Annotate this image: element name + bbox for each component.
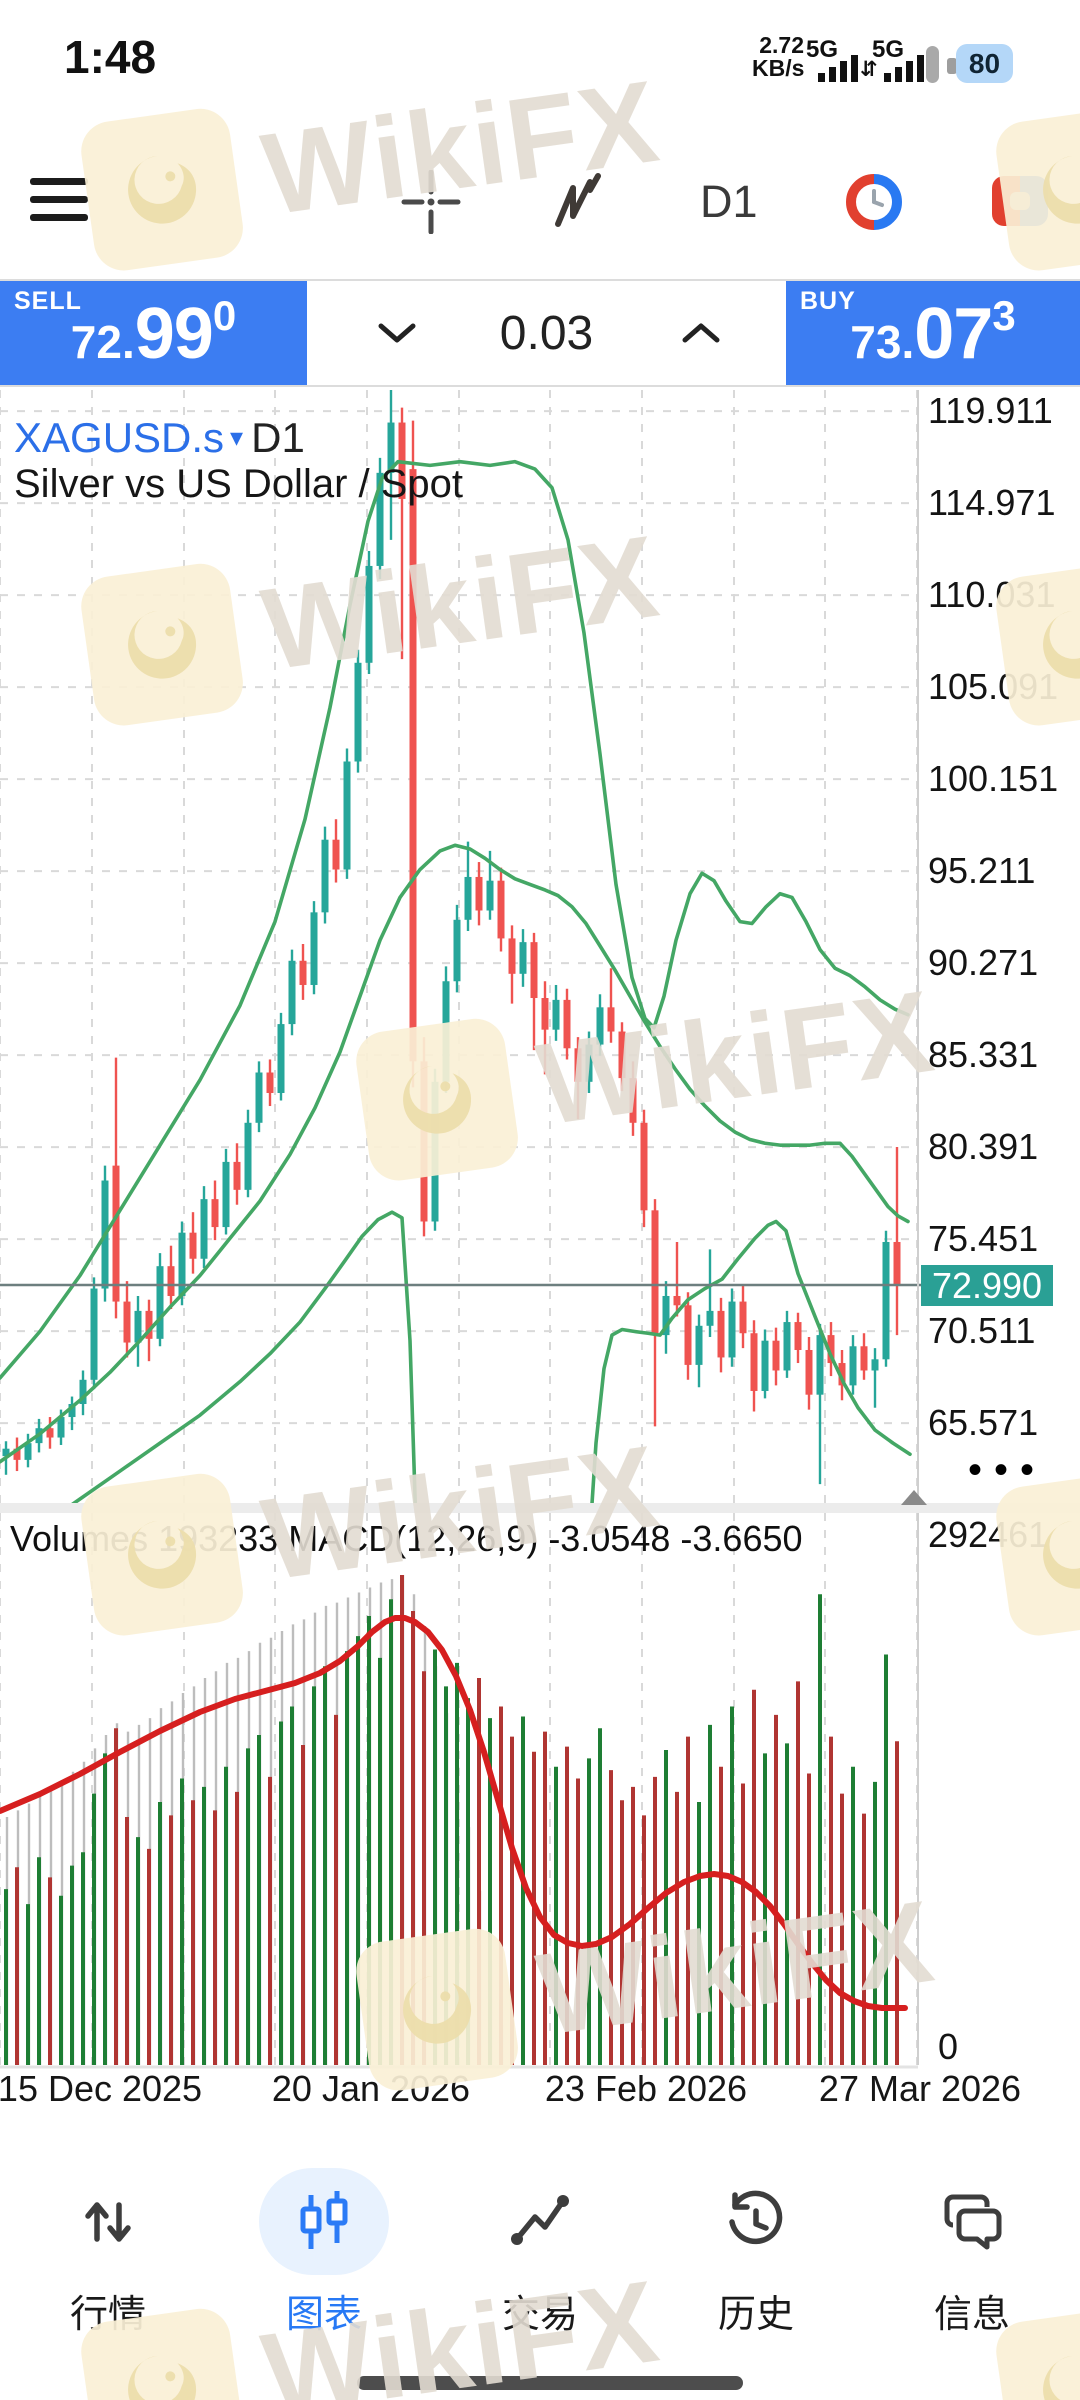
home-indicator[interactable] xyxy=(357,2376,743,2390)
symbol-description: Silver vs US Dollar / Spot xyxy=(14,462,464,506)
sim2-network-type: 5G xyxy=(872,36,905,63)
symbol-selector[interactable]: XAGUSD.s ▾ D1 xyxy=(14,414,305,462)
trade-panel: SELL 72.990 BUY 73.073 0.03 xyxy=(0,279,1080,387)
lot-size-field[interactable]: 0.03 xyxy=(309,281,784,385)
sell-button[interactable]: SELL 72.990 xyxy=(0,281,307,385)
bottom-navigation: 行情 图表 交易 历史 xyxy=(0,2168,1080,2338)
quotes-arrows-icon xyxy=(85,2201,131,2242)
nav-label: 行情 xyxy=(69,2294,146,2336)
nav-item-trade[interactable]: 交易 xyxy=(432,2168,648,2338)
nav-item-charts[interactable]: 图表 xyxy=(216,2168,432,2338)
network-speed: 2.72 KB/s xyxy=(752,34,804,80)
sell-label: SELL xyxy=(14,287,82,315)
more-dots-indicator[interactable]: ••• xyxy=(968,1448,1047,1492)
nav-label: 信息 xyxy=(933,2294,1010,2336)
lot-size-value[interactable]: 0.03 xyxy=(499,306,594,360)
indicator-values: Volumes 193233 MACD(12,26,9) -3.0548 -3.6650 xyxy=(10,1518,803,1559)
data-arrows-icon: ⇵ xyxy=(860,58,878,81)
current-price-tag: 72.990 xyxy=(921,1265,1053,1306)
trade-line-icon xyxy=(511,2194,569,2245)
nav-item-quotes[interactable]: 行情 xyxy=(0,2168,216,2338)
battery-percent: 80 xyxy=(968,47,1001,79)
sim2-signal-icon xyxy=(884,55,924,82)
clock-time: 1:48 xyxy=(64,31,157,83)
lot-decrease-button[interactable] xyxy=(337,281,457,385)
volume-axis-max: 292461 xyxy=(928,1514,1049,1555)
timeframe-button[interactable]: D1 xyxy=(700,176,758,227)
sell-price: 72.990 xyxy=(70,292,237,374)
lot-increase-button[interactable] xyxy=(641,281,761,385)
volume-axis-min: 0 xyxy=(938,2026,959,2067)
sim1-signal-icon xyxy=(818,55,858,82)
candlestick-chart-icon xyxy=(300,2190,348,2249)
nav-label: 历史 xyxy=(717,2294,794,2336)
network-speed-value: 2.72 xyxy=(759,32,804,58)
battery-cap-icon xyxy=(947,58,957,74)
nav-item-history[interactable]: 历史 xyxy=(648,2168,864,2338)
buy-button[interactable]: BUY 73.073 xyxy=(786,281,1080,385)
symbol-dropdown-icon: ▾ xyxy=(230,422,244,452)
sim1-network-type: 5G xyxy=(806,36,839,63)
chevron-up-icon xyxy=(682,323,720,343)
messages-icon xyxy=(944,2194,1002,2249)
buy-price: 73.073 xyxy=(850,292,1016,374)
chevron-down-icon xyxy=(378,323,416,343)
nav-label: 图表 xyxy=(285,2294,362,2336)
header-timeframe: D1 xyxy=(251,414,305,461)
history-clock-icon xyxy=(729,2190,783,2244)
symbol-name[interactable]: XAGUSD.s xyxy=(14,414,225,461)
menu-icon[interactable] xyxy=(30,178,90,224)
network-speed-unit: KB/s xyxy=(752,55,805,81)
nav-item-messages[interactable]: 信息 xyxy=(864,2168,1080,2338)
battery-indicator: 80 xyxy=(956,44,1013,83)
buy-label: BUY xyxy=(800,287,856,315)
sessions-clock-icon[interactable] xyxy=(844,172,904,232)
nav-label: 交易 xyxy=(501,2294,578,2336)
chart-style-icon[interactable] xyxy=(550,172,612,232)
pane-resize-handle-icon[interactable] xyxy=(901,1490,927,1505)
pane-divider[interactable] xyxy=(0,1503,1080,1513)
crosshair-icon[interactable] xyxy=(400,170,462,234)
status-divider-icon xyxy=(926,46,939,83)
